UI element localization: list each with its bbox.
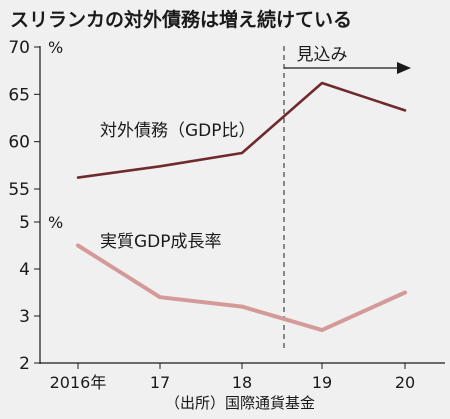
y-tick-label: 2 <box>19 354 30 374</box>
series-label: 対外債務（GDP比） <box>100 121 256 141</box>
series-label: 実質GDP成長率 <box>100 232 222 252</box>
source-note: （出所）国際通貨基金 <box>165 394 315 412</box>
series-group <box>76 81 407 333</box>
projection-arrow-head <box>397 62 411 74</box>
projection-group: 見込み <box>283 45 411 352</box>
y-unit-label: % <box>48 38 63 57</box>
projection-label: 見込み <box>297 45 348 65</box>
y-tick-label: 4 <box>19 260 30 280</box>
chart-title: スリランカの対外債務は増え続けている <box>10 8 352 31</box>
y-tick-label: 60 <box>8 133 30 153</box>
x-tick-label: 17 <box>150 373 170 392</box>
y-unit-label: % <box>48 213 63 232</box>
labels-group: 対外債務（GDP比） 実質GDP成長率 <box>100 121 256 252</box>
y-tick-label: 55 <box>8 180 30 200</box>
axes: 2016年 17 18 19 20 55 60 65 70 % 2 3 4 5% <box>8 38 445 392</box>
y-tick-label: 5 <box>19 213 30 233</box>
x-tick-label: 19 <box>312 373 332 392</box>
x-tick-label: 18 <box>232 373 252 392</box>
x-tick-label: 2016年 <box>50 373 107 392</box>
y-tick-label: 65 <box>8 85 30 105</box>
x-tick-label: 20 <box>395 373 415 392</box>
y-tick-label: 70 <box>8 38 30 58</box>
y-tick-label: 3 <box>19 307 30 327</box>
